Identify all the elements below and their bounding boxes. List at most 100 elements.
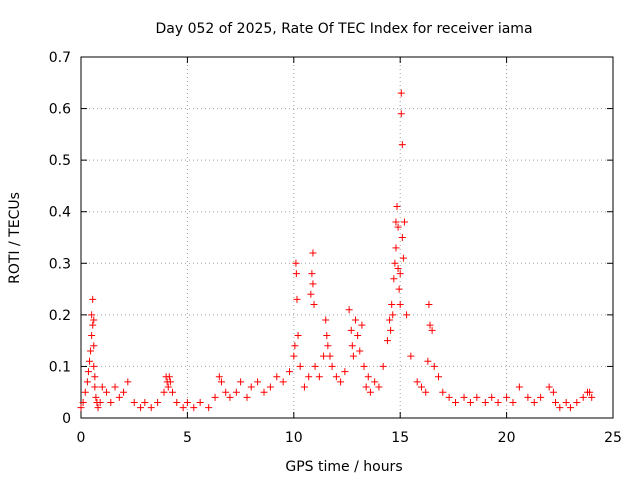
data-point [397,110,405,118]
data-point [494,399,502,407]
data-point [310,301,318,309]
data-point [96,399,104,407]
data-point [356,347,364,355]
data-point [90,316,98,324]
data-point [309,280,317,288]
axis-ticks: 0 5 10 15 20 25 0 0.1 0.2 0.3 0.4 0.5 0.6 0.7 [49,50,622,446]
data-point [81,388,89,396]
data-point [362,383,370,391]
data-point [424,357,432,365]
data-point [232,388,240,396]
data-point [322,316,330,324]
data-point [137,404,145,412]
data-point [260,388,268,396]
data-point [88,331,96,339]
y-tick-label: 0.1 [49,359,71,375]
data-point [98,383,106,391]
data-point [398,234,406,241]
data-point [466,399,474,407]
data-point [425,301,433,309]
data-point [394,223,402,231]
data-point [430,362,438,370]
data-point [386,316,394,324]
data-point [407,352,415,360]
data-point [445,393,453,401]
data-point [352,316,360,324]
data-point [89,321,97,329]
data-point [103,388,111,396]
data-point [292,270,300,278]
data-point [205,404,213,412]
data-point [549,388,557,396]
data-point [90,342,98,350]
data-point [215,373,223,381]
data-point [390,275,398,283]
data-point [196,399,204,407]
data-point [537,393,545,401]
data-point [296,362,304,370]
data-point [293,295,301,303]
y-tick-label: 0 [62,411,71,427]
data-point [222,388,230,396]
data-point [300,383,308,391]
data-point [341,368,349,376]
data-point [292,259,300,267]
data-point [383,337,391,345]
y-tick-label: 0.6 [49,102,71,118]
data-point [254,378,262,386]
data-point [349,352,357,360]
x-tick-label: 15 [391,430,409,446]
data-point [309,249,317,257]
data-points [77,89,596,412]
data-point [400,218,408,226]
data-point [279,378,287,386]
data-point [562,399,570,407]
data-point [530,399,538,407]
data-point [286,368,294,376]
data-point [473,393,481,401]
data-point [243,393,251,401]
data-point [566,404,574,412]
data-point [332,373,340,381]
data-point [320,352,328,360]
data-point [160,388,168,396]
plot-frame [80,56,614,419]
data-point [524,393,532,401]
x-tick-label: 5 [183,430,192,446]
x-tick-label: 25 [604,430,622,446]
data-point [452,399,460,407]
data-point [130,399,138,407]
data-point [398,141,406,149]
data-point [354,331,362,339]
y-tick-label: 0.2 [49,308,71,324]
data-point [428,326,436,334]
data-point [348,342,356,350]
data-point [395,285,403,293]
data-point [588,393,596,401]
data-point [396,270,404,278]
data-point [315,373,323,381]
data-point [217,378,225,386]
data-point [397,89,405,97]
data-point [515,383,523,391]
data-point [120,388,128,396]
data-point [291,342,299,350]
data-point [147,404,155,412]
x-axis-label: GPS time / hours [285,459,402,475]
data-point [392,244,400,252]
grid-lines [81,57,613,418]
data-point [439,388,447,396]
data-point [77,404,85,412]
data-point [83,378,91,386]
data-point [290,352,298,360]
data-point [394,264,402,272]
data-point [460,393,468,401]
y-tick-label: 0.5 [49,153,71,169]
data-point [305,373,313,381]
data-point [399,254,407,262]
data-point [413,378,421,386]
data-point [389,311,397,319]
y-axis-label: ROTI / TECUs [7,192,23,284]
data-point [488,393,496,401]
data-point [586,388,594,396]
